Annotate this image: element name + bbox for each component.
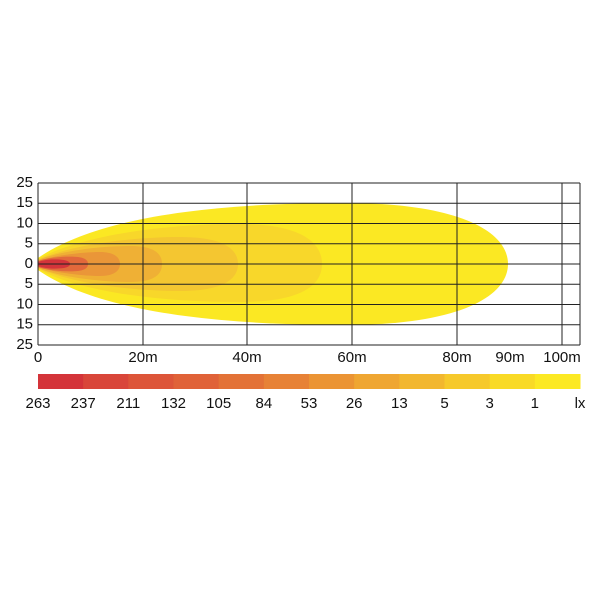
x-label: 80m <box>442 349 471 366</box>
legend-swatch <box>534 374 581 389</box>
y-label: 10 <box>16 295 33 312</box>
legend-label: 84 <box>255 395 272 412</box>
legend: 263 237 211 132 105 84 53 26 13 5 3 1 lx <box>25 374 586 412</box>
y-label: 5 <box>25 235 33 252</box>
x-label: 90m <box>495 349 524 366</box>
legend-swatch <box>83 374 129 389</box>
legend-label: 211 <box>116 395 140 412</box>
legend-swatch <box>309 374 355 389</box>
legend-unit: lx <box>575 395 586 412</box>
x-label: 0 <box>34 349 42 366</box>
legend-swatch <box>128 374 174 389</box>
y-label: 10 <box>16 214 33 231</box>
legend-label: 5 <box>440 395 448 412</box>
legend-swatch <box>263 374 310 389</box>
legend-label: 26 <box>346 395 363 412</box>
legend-swatch <box>354 374 400 389</box>
x-label: 20m <box>128 349 157 366</box>
legend-swatch <box>399 374 445 389</box>
legend-swatch <box>444 374 491 389</box>
legend-label: 132 <box>161 395 186 412</box>
legend-swatch <box>173 374 220 389</box>
x-label: 60m <box>337 349 366 366</box>
grid <box>37 182 581 346</box>
legend-label: 3 <box>485 395 493 412</box>
y-label: 25 <box>16 174 33 191</box>
y-label: 15 <box>16 316 33 333</box>
x-label: 100m <box>543 349 581 366</box>
legend-label: 263 <box>25 395 50 412</box>
y-label: 15 <box>16 194 33 211</box>
legend-label: 53 <box>301 395 318 412</box>
legend-label: 13 <box>391 395 408 412</box>
y-label: 5 <box>25 275 33 292</box>
y-label: 0 <box>25 255 33 272</box>
y-label: 25 <box>16 336 33 353</box>
legend-swatch <box>38 374 84 389</box>
legend-swatch <box>489 374 536 389</box>
legend-label: 237 <box>71 395 96 412</box>
legend-label: 1 <box>531 395 539 412</box>
legend-label: 105 <box>206 395 231 412</box>
legend-swatch <box>218 374 265 389</box>
x-label: 40m <box>232 349 261 366</box>
